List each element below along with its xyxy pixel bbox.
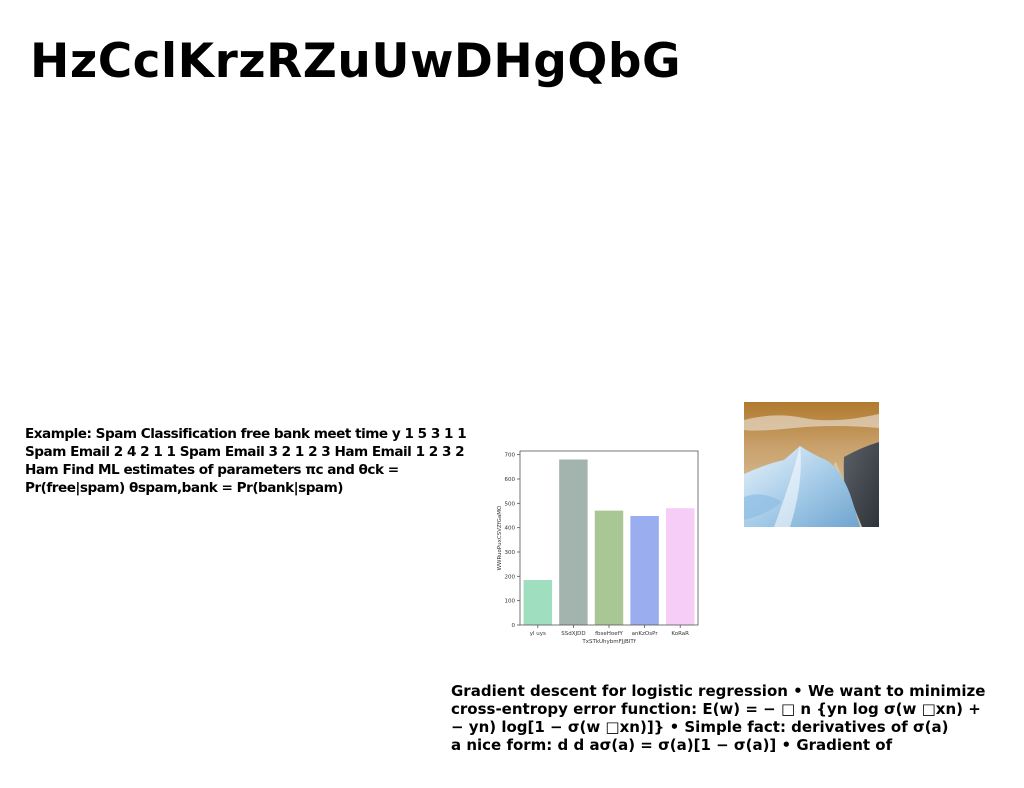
y-tick-label-4: 400 bbox=[505, 526, 516, 532]
y-tick-label-5: 500 bbox=[505, 501, 516, 507]
y-tick-label-0: 0 bbox=[512, 623, 516, 629]
y-tick-label-7: 700 bbox=[505, 453, 516, 459]
x-tick-label-2: fbseHoefY bbox=[595, 631, 623, 637]
bar-2 bbox=[594, 510, 624, 625]
mountain-photo bbox=[744, 402, 879, 527]
bar-chart-svg: 0 100 200 300 400 500 600 700 yl uys SSdXJDD fbseH… bbox=[497, 450, 699, 645]
bar-0 bbox=[523, 579, 553, 625]
x-tick-label-3: anKzOsPr bbox=[632, 631, 659, 637]
gradient-text-line: a nice form: d d aσ(a) = σ(a)[1 − σ(a)] … bbox=[451, 736, 893, 754]
y-axis-label: WWRuoPuxCSVZfGaMO bbox=[497, 505, 503, 570]
gradient-text-line: Gradient descent for logistic regression… bbox=[451, 682, 986, 700]
x-tick-label-4: KoRaR bbox=[671, 631, 689, 637]
bar-4 bbox=[665, 508, 695, 625]
x-tick-label-0: yl uys bbox=[530, 631, 546, 637]
y-tick-label-1: 100 bbox=[505, 599, 516, 605]
slide-title: HzCclKrzRZuUwDHgQbG bbox=[30, 34, 682, 89]
y-tick-label-2: 200 bbox=[505, 574, 516, 580]
mountain-coast-photo bbox=[744, 402, 879, 527]
gradient-descent-text: Gradient descent for logistic regression… bbox=[451, 682, 1024, 756]
y-tick-label-6: 600 bbox=[505, 477, 516, 483]
x-tick-label-1: SSdXJDD bbox=[561, 631, 585, 637]
bar-chart: 0 100 200 300 400 500 600 700 yl uys SSdXJDD fbseH… bbox=[494, 445, 706, 650]
gradient-text-line: − yn) log[1 − σ(w □xn)]} • Simple fact: … bbox=[451, 718, 949, 736]
spam-example-text: Example: Spam Classification free bank m… bbox=[25, 426, 467, 496]
gradient-text-line: cross-entropy error function: E(w) = − □… bbox=[451, 700, 981, 718]
bar-3 bbox=[630, 515, 659, 625]
x-axis-label: TxSTkUhybmFJjBITf bbox=[581, 639, 636, 645]
y-tick-label-3: 300 bbox=[505, 550, 516, 556]
bar-1 bbox=[559, 459, 588, 625]
